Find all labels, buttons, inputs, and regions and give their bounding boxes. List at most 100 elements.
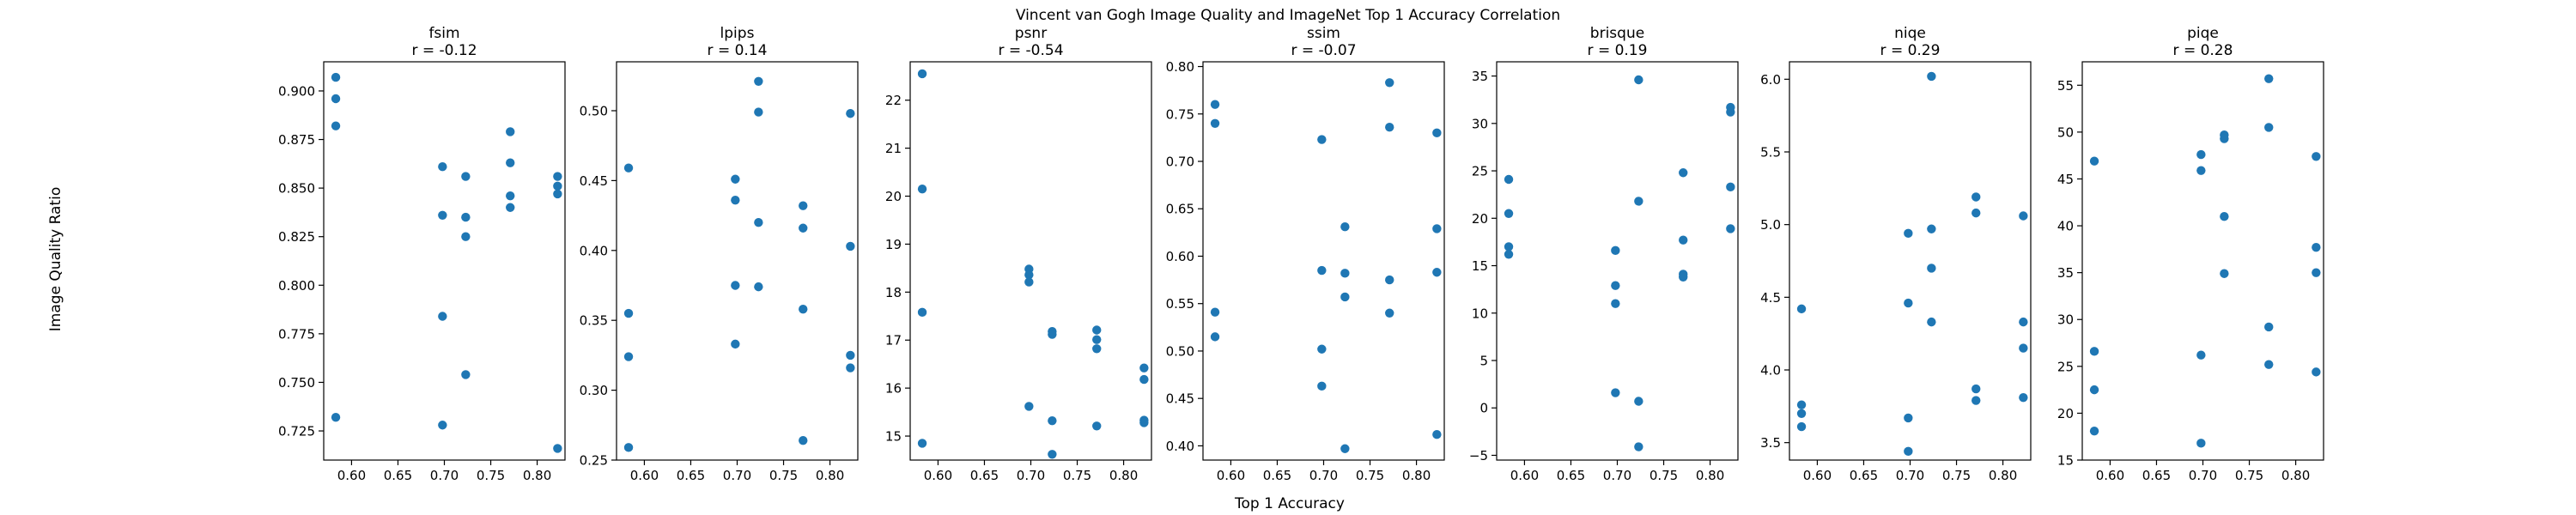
data-point: [1634, 442, 1643, 451]
data-point: [1927, 264, 1936, 273]
data-point: [1634, 197, 1643, 206]
y-tick-label: 0.55: [1166, 296, 1194, 312]
data-point: [1432, 429, 1442, 439]
data-point: [731, 339, 740, 349]
x-tick-label: 0.75: [477, 468, 505, 483]
y-tick-label: 22: [885, 93, 902, 108]
data-point: [1504, 209, 1514, 218]
axes-frame: [1202, 61, 1445, 461]
data-point: [1796, 421, 1807, 432]
y-tick-label: 6.0: [1760, 72, 1781, 88]
data-point: [506, 127, 515, 136]
y-tick-label: 5: [1479, 354, 1488, 369]
y-tick-label: 0.70: [1166, 154, 1194, 170]
data-point: [1927, 317, 1936, 327]
y-tick-label: 17: [885, 333, 902, 348]
data-point: [846, 109, 855, 118]
x-tick-label: 0.75: [769, 468, 798, 483]
x-tick-label: 0.80: [1696, 468, 1724, 483]
x-tick-label: 0.75: [1649, 468, 1678, 483]
data-point: [1092, 325, 1102, 335]
x-tick-label: 0.75: [2235, 468, 2263, 483]
data-point: [754, 282, 763, 292]
y-tick-label: 0.900: [278, 83, 315, 99]
y-tick-label: 0: [1479, 401, 1488, 416]
data-point: [623, 308, 634, 318]
data-point: [553, 172, 562, 181]
y-tick-label: 16: [885, 381, 902, 397]
panel-subtitle: r = 0.19: [1588, 42, 1648, 59]
data-point: [553, 444, 562, 453]
y-tick-label: 0.75: [1166, 106, 1194, 122]
y-tick-label: 0.60: [1166, 249, 1194, 264]
panel-title: psnr: [1015, 25, 1047, 42]
data-point: [461, 232, 471, 241]
panel-title: brisque: [1590, 25, 1644, 42]
y-tick-label: 5.0: [1760, 217, 1781, 233]
y-tick-label: 0.80: [1166, 59, 1194, 75]
y-tick-label: 0.825: [278, 229, 315, 245]
data-point: [2264, 360, 2274, 369]
data-point: [331, 121, 341, 130]
data-point: [553, 181, 562, 191]
data-point: [1340, 292, 1350, 302]
data-point: [2264, 74, 2274, 83]
x-tick-label: 0.75: [1063, 468, 1091, 483]
x-tick-label: 0.60: [1803, 468, 1832, 483]
panel-subtitle: r = -0.54: [998, 42, 1063, 59]
data-point: [506, 158, 515, 167]
y-tick-label: 5.5: [1760, 144, 1781, 160]
data-point: [1796, 304, 1807, 314]
x-tick-label: 0.60: [1217, 468, 1245, 483]
data-point: [1971, 192, 1981, 202]
y-tick-label: 0.850: [278, 181, 315, 197]
x-tick-label: 0.65: [1557, 468, 1585, 483]
panel-title: fsim: [428, 25, 459, 42]
y-tick-label: 4.5: [1760, 290, 1781, 306]
panel-subtitle: r = 0.28: [2173, 42, 2233, 59]
data-point: [2089, 347, 2099, 356]
data-point: [1611, 299, 1620, 308]
figure-title: Vincent van Gogh Image Quality and Image…: [1016, 7, 1560, 24]
x-tick-label: 0.60: [2096, 468, 2124, 483]
data-point: [2312, 152, 2321, 161]
data-point: [331, 94, 341, 104]
x-tick-label: 0.70: [1309, 468, 1338, 483]
data-point: [1210, 307, 1220, 317]
data-point: [1385, 308, 1394, 318]
data-point: [1139, 418, 1149, 427]
data-point: [2019, 343, 2028, 353]
y-tick-label: 0.725: [278, 424, 315, 439]
data-point: [438, 312, 447, 321]
y-tick-label: 0.65: [1166, 202, 1194, 217]
data-point: [754, 107, 763, 117]
panel-title: lpips: [720, 25, 755, 42]
data-point: [1317, 381, 1327, 391]
data-point: [1432, 128, 1442, 138]
data-point: [438, 162, 447, 172]
y-tick-label: 4.0: [1760, 363, 1781, 379]
data-point: [2196, 439, 2206, 448]
data-point: [1904, 446, 1913, 457]
data-point: [461, 370, 471, 379]
data-point: [2264, 123, 2274, 132]
data-point: [1611, 245, 1620, 256]
data-point: [1432, 268, 1442, 277]
y-tick-label: 10: [1472, 306, 1488, 321]
data-point: [2220, 134, 2229, 143]
x-tick-label: 0.60: [337, 468, 366, 483]
data-point: [461, 212, 471, 222]
data-point: [917, 69, 927, 79]
y-tick-label: 19: [885, 237, 902, 252]
data-point: [1210, 100, 1220, 109]
x-tick-label: 0.65: [1850, 468, 1878, 483]
x-tick-label: 0.65: [1263, 468, 1291, 483]
data-point: [506, 203, 515, 212]
x-tick-label: 0.70: [1896, 468, 1924, 483]
data-point: [1796, 409, 1807, 419]
x-tick-label: 0.65: [2142, 468, 2171, 483]
y-tick-label: 0.25: [580, 453, 608, 469]
y-tick-label: 55: [2057, 78, 2074, 94]
